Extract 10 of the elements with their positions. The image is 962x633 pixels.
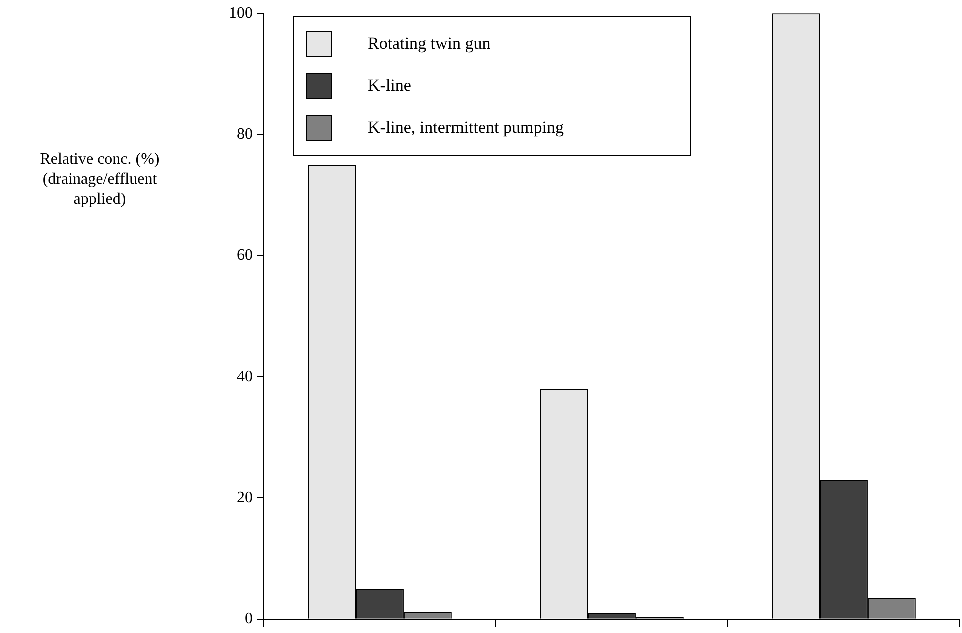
- y-tick-label: 80: [237, 126, 253, 143]
- y-tick-label: 100: [229, 4, 253, 22]
- y-axis-title: Relative conc. (%) (drainage/effluent applied): [39, 150, 161, 210]
- legend-label: K-line, intermittent pumping: [368, 118, 564, 138]
- y-tick-label: 60: [237, 247, 253, 264]
- legend-label: K-line: [368, 76, 412, 96]
- y-tick-label: 40: [237, 368, 253, 386]
- legend-label: Rotating twin gun: [368, 34, 491, 54]
- y-tick-label: 20: [237, 489, 253, 506]
- y-tick-label: 0: [245, 610, 253, 628]
